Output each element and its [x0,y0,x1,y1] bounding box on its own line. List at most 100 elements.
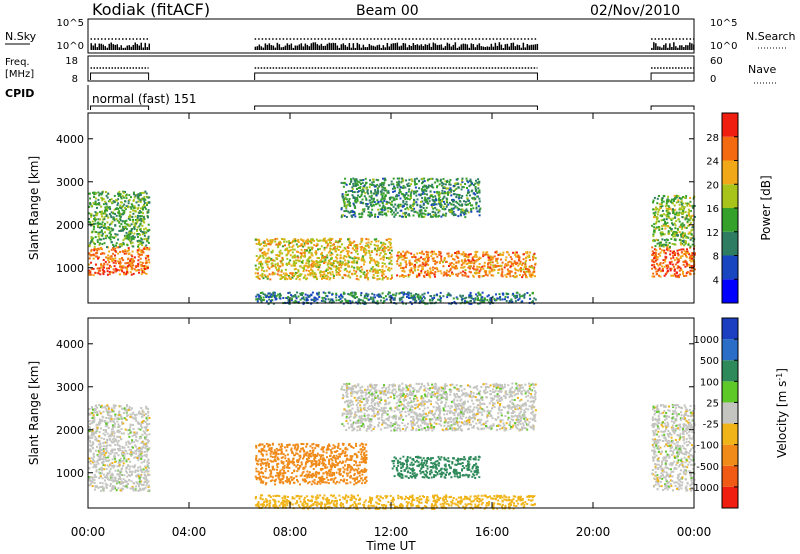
echo-cell [99,231,102,234]
echo-cell [294,239,297,242]
echo-cell [453,206,456,209]
echo-cell [287,243,290,246]
echo-cell [312,263,315,266]
echo-cell [288,302,291,305]
echo-cell [384,275,387,278]
echo-cell [88,205,91,208]
echo-cell [373,243,376,246]
echo-cell [275,266,277,269]
echo-cell [142,212,144,215]
echo-cell [146,211,149,214]
echo-cell [127,433,130,436]
echo-cell [97,247,100,250]
echo-cell [678,266,681,269]
echo-cell [347,274,350,277]
echo-cell [687,252,690,255]
echo-cell [381,195,384,198]
echo-cell [315,297,318,300]
echo-cell [409,204,412,207]
echo-cell [365,249,368,252]
echo-cell [679,273,682,276]
echo-cell [118,273,121,276]
echo-cell [141,218,144,221]
echo-cell [259,255,262,258]
echo-cell [278,274,281,277]
echo-cell [313,298,315,301]
nsky-bar [679,45,681,50]
echo-cell [505,264,508,267]
echo-cell [374,247,377,250]
echo-cell [263,250,266,253]
echo-cell [661,205,664,208]
echo-cell [137,253,140,255]
echo-cell [386,191,389,194]
echo-cell [475,189,478,192]
echo-cell [355,277,358,280]
echo-cell [406,185,409,187]
echo-cell [148,261,151,264]
colorbar-segment [722,136,738,161]
echo-cell [405,293,408,296]
echo-cell [385,202,388,205]
echo-cell [102,464,105,466]
echo-cell [134,224,137,227]
echo-cell [681,225,684,228]
echo-cell [128,231,131,234]
echo-cell [667,215,670,218]
nsky-bar [488,46,491,50]
echo-cell [431,266,434,269]
echo-cell [329,299,332,302]
echo-cell [117,246,120,249]
echo-cell [254,272,257,275]
echo-cell [477,205,480,208]
echo-cell [437,197,440,200]
echo-cell [309,256,312,259]
echo-cell [103,263,106,266]
nsky-bar [308,46,311,50]
echo-cell [421,189,424,192]
echo-cell [124,237,127,240]
echo-cell [528,256,531,259]
echo-cell [305,296,308,299]
echo-cell [434,275,436,278]
echo-cell [667,212,670,215]
echo-cell [374,185,376,188]
echo-cell [396,177,399,180]
echo-cell [373,238,376,241]
echo-cell [266,238,269,241]
echo-cell [99,481,102,484]
echo-cell [678,197,681,199]
echo-cell [288,299,290,302]
echo-cell [404,208,407,211]
echo-cell [469,291,472,294]
echo-cell [143,270,145,273]
echo-cell [480,300,483,303]
echo-cell [102,212,105,215]
echo-cell [411,256,414,259]
echo-cell [402,205,405,208]
echo-cell [118,475,121,478]
echo-cell [373,293,376,296]
echo-cell [676,267,679,270]
echo-cell [125,480,128,483]
echo-cell [264,261,267,263]
echo-cell [376,278,379,281]
echo-cell [310,246,313,249]
echo-cell [655,206,657,209]
echo-cell [656,262,658,265]
echo-cell [261,269,263,272]
echo-cell [433,214,436,217]
echo-cell [399,203,402,206]
colorbar-segment [722,113,738,137]
echo-cell [138,194,141,197]
echo-cell [423,199,426,202]
echo-cell [374,262,377,265]
echo-cell [329,247,332,250]
echo-cell [91,422,94,425]
echo-cell [344,177,347,180]
echo-cell [124,222,126,225]
echo-cell [443,273,446,276]
echo-cell [682,210,685,213]
echo-cell [117,487,120,490]
echo-cell [127,257,130,260]
